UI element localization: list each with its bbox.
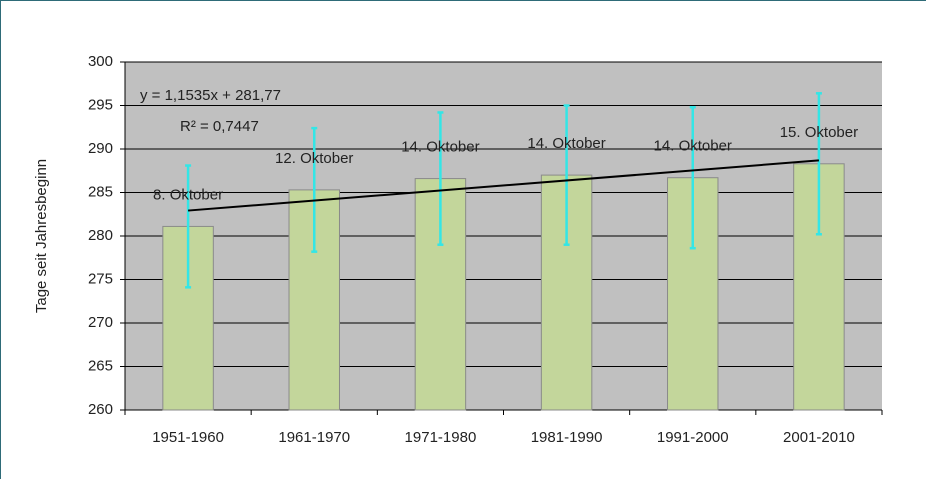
value-label: 15. Oktober [780, 124, 858, 141]
y-tick-label: 290 [88, 140, 113, 157]
trend-equation: y = 1,1535x + 281,77 [140, 87, 281, 104]
x-tick-label: 1961-1970 [278, 429, 350, 446]
value-label: 8. Oktober [153, 186, 223, 203]
error-bar [185, 164, 192, 289]
y-tick-label: 260 [88, 401, 113, 418]
trendline [188, 159, 819, 212]
value-label: 14. Oktober [654, 138, 732, 155]
y-tick-label: 280 [88, 227, 113, 244]
x-tick-label: 1981-1990 [531, 429, 603, 446]
trend-r2: R² = 0,7447 [180, 118, 259, 135]
error-bar [689, 105, 696, 250]
y-tick-label: 285 [88, 183, 113, 200]
error-bar [311, 126, 318, 253]
value-label: 12. Oktober [275, 150, 353, 167]
error-bar [437, 111, 444, 246]
y-axis-label: Tage seit Jahresbeginn [33, 159, 50, 313]
value-label: 14. Oktober [401, 139, 479, 156]
y-tick-label: 275 [88, 270, 113, 287]
error-bar [815, 92, 822, 236]
error-bar [563, 104, 570, 246]
y-tick-label: 295 [88, 96, 113, 113]
y-tick-label: 265 [88, 357, 113, 374]
x-tick-label: 1971-1980 [405, 429, 477, 446]
x-tick-label: 1951-1960 [152, 429, 224, 446]
y-tick-label: 270 [88, 314, 113, 331]
x-tick-label: 1991-2000 [657, 429, 729, 446]
y-tick-label: 300 [88, 53, 113, 70]
x-tick-label: 2001-2010 [783, 429, 855, 446]
value-label: 14. Oktober [527, 135, 605, 152]
